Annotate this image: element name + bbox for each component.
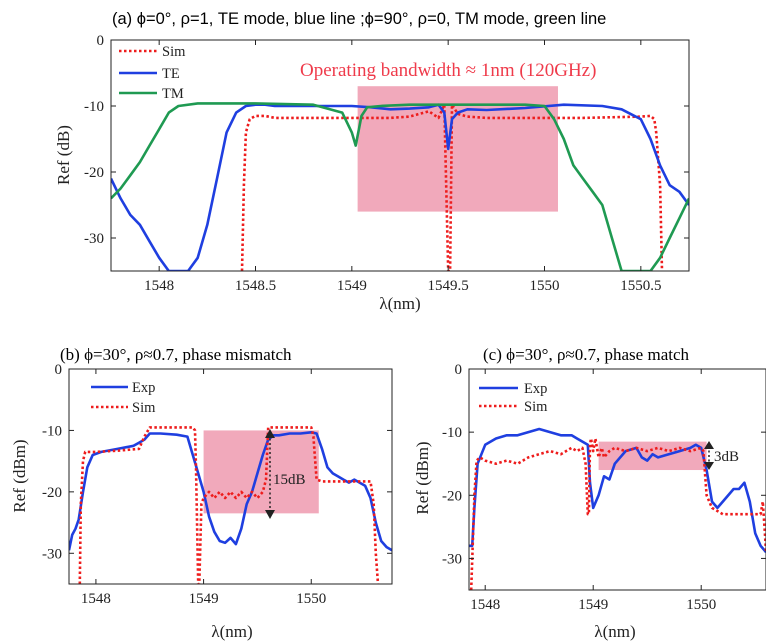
x-tick-label: 1549: [337, 278, 367, 294]
x-tick-label: 1549: [189, 591, 219, 607]
panel-b-frame: [68, 368, 393, 585]
panel-b-xlabel: λ(nm): [211, 622, 252, 641]
x-tick-label: 1548: [144, 278, 174, 294]
panel-a-frame: [110, 39, 690, 272]
legend-label-sim: Sim: [132, 400, 156, 416]
y-tick-label: -10: [42, 423, 62, 439]
panel-a-title: (a) ϕ=0°, ρ=1, TE mode, blue line ;ϕ=90°…: [112, 10, 606, 28]
series-exp-line: [69, 430, 392, 552]
y-tick-label: 0: [55, 362, 63, 378]
panel-c-frame: [468, 368, 766, 591]
x-tick-label: 1548: [470, 597, 500, 613]
panel-b-annotation: 15dB: [273, 472, 306, 488]
x-tick-label: 1548.5: [235, 278, 276, 294]
panel-b-15db-arrow: [265, 429, 275, 519]
panel-a-ylabel: Ref (dB): [54, 125, 73, 185]
panel-c: (c) ϕ=30°, ρ≈0.7, phase match 1548 1549 15…: [413, 345, 766, 641]
panel-b-series-group: [69, 426, 392, 584]
arrow-head-up: [704, 441, 714, 449]
panel-c-title: (c) ϕ=30°, ρ≈0.7, phase match: [483, 345, 690, 364]
panel-a-legend: Sim TE TM: [119, 44, 186, 102]
panel-b-shaded-region: [203, 430, 319, 514]
series-sim-line: [78, 426, 380, 584]
y-tick-label: -20: [84, 165, 104, 181]
legend-label-exp: Exp: [524, 381, 547, 397]
legend-label-te: TE: [162, 66, 180, 82]
panel-b-legend: Exp Sim: [91, 380, 156, 416]
panel-c-legend: Exp Sim: [479, 381, 548, 415]
x-tick-label: 1548: [81, 591, 111, 607]
arrow-head-up: [265, 429, 275, 438]
legend-label-sim: Sim: [162, 44, 186, 60]
arrow-head-down: [265, 510, 275, 519]
legend-label-tm: TM: [162, 86, 184, 102]
panel-c-xlabel: λ(nm): [594, 622, 635, 641]
panel-b-title: (b) ϕ=30°, ρ≈0.7, phase mismatch: [60, 345, 292, 364]
panel-b-ticks: 1548 1549 1550 0 -10 -20 -30: [42, 362, 392, 607]
x-tick-label: 1550: [296, 591, 326, 607]
y-tick-label: -30: [442, 551, 462, 567]
panel-c-series-group: [469, 427, 766, 590]
panel-b-ylabel: Ref (dBm): [10, 439, 29, 512]
x-tick-label: 1549.5: [428, 278, 469, 294]
arrow-head-down: [704, 462, 714, 470]
panel-c-annotation: 3dB: [714, 449, 739, 465]
panel-a-series-group: [111, 102, 689, 271]
x-tick-label: 1550.5: [620, 278, 661, 294]
panel-b: (b) ϕ=30°, ρ≈0.7, phase mismatch 1548 154…: [10, 345, 393, 641]
legend-label-exp: Exp: [132, 380, 155, 396]
panel-c-3db-arrow: [704, 441, 714, 470]
y-tick-label: -10: [84, 99, 104, 115]
legend-label-sim: Sim: [524, 399, 548, 415]
panel-a-ticks: 1548 1548.5 1549 1549.5 1550 1550.5 0 -10 -20 -30: [84, 33, 689, 294]
y-tick-label: 0: [97, 33, 105, 49]
panel-a-bandwidth-annotation: Operating bandwidth ≈ 1nm (120GHz): [300, 60, 596, 81]
panel-c-plot-area: [469, 369, 766, 590]
x-tick-label: 1549: [578, 597, 608, 613]
panel-c-ticks: 1548 1549 1550 0 -10 -20 -30: [442, 362, 766, 613]
panel-a-xlabel: λ(nm): [379, 294, 420, 313]
y-tick-label: -20: [42, 485, 62, 501]
x-tick-label: 1550: [530, 278, 560, 294]
y-tick-label: -30: [42, 546, 62, 562]
y-tick-label: -30: [84, 231, 104, 247]
x-tick-label: 1550: [686, 597, 716, 613]
panel-a: (a) ϕ=0°, ρ=1, TE mode, blue line ;ϕ=90°…: [54, 10, 690, 313]
series-sim-line: [469, 437, 766, 590]
panel-c-ylabel: Ref (dBm): [413, 441, 432, 514]
y-tick-label: -20: [442, 488, 462, 504]
series-tm-line: [111, 102, 689, 271]
y-tick-label: -10: [442, 425, 462, 441]
series-exp-line: [469, 427, 766, 553]
y-tick-label: 0: [455, 362, 463, 378]
